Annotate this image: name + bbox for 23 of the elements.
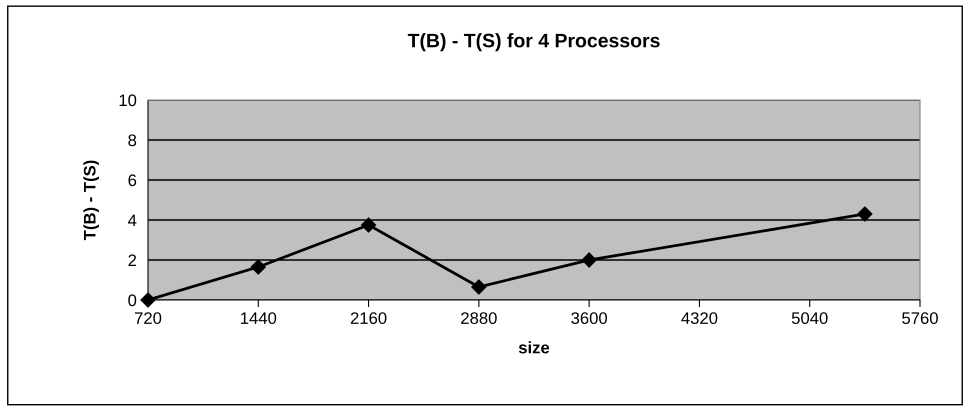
y-tick-label: 4 <box>128 214 136 226</box>
x-tick-label: 5040 <box>792 312 828 324</box>
y-tick-label: 6 <box>128 174 136 186</box>
x-tick-label: 720 <box>134 312 162 324</box>
x-axis-title: size <box>518 341 550 354</box>
point <box>471 279 486 295</box>
point <box>361 217 376 233</box>
y-tick-label: 10 <box>120 94 136 106</box>
x-tick-label: 2880 <box>461 312 497 324</box>
x-tick-label: 1440 <box>241 312 276 324</box>
point <box>250 259 266 275</box>
chart-title: T(B) - T(S) for 4 Processors <box>408 33 660 52</box>
point <box>140 292 156 308</box>
y-axis-title: T(B) - T(S) <box>83 160 99 240</box>
x-tick-label: 3600 <box>571 312 608 324</box>
y-tick-label: 0 <box>128 294 136 306</box>
y-tick-label: 8 <box>128 134 136 146</box>
point <box>857 206 872 222</box>
x-tick-label: 5760 <box>902 312 938 324</box>
x-tick-label: 2160 <box>350 312 386 324</box>
y-tick-label: 2 <box>128 254 136 266</box>
point <box>582 252 597 268</box>
x-tick-label: 4320 <box>681 312 718 324</box>
